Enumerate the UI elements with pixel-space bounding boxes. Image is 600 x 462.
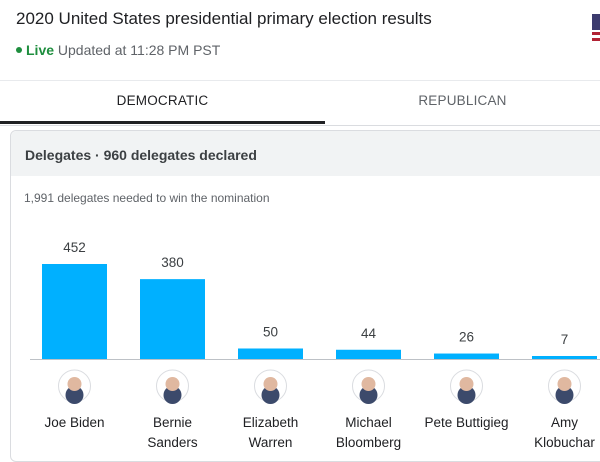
bar[interactable] [532,356,597,359]
avatar-elizabeth-warren-face [263,377,278,391]
avatar-bernie-sanders-shoulders [163,386,182,404]
live-status: Live Updated at 11:28 PM PST [16,42,220,58]
avatar-bernie-sanders-face [165,377,180,391]
candidate-name: Amy [551,415,578,430]
page-title: 2020 United States presidential primary … [16,9,432,28]
tab-republican[interactable]: REPUBLICAN [418,93,507,108]
avatar-elizabeth-warren-shoulders [261,386,280,404]
panel-header: Delegates · 960 delegates declared [11,131,600,176]
panel-title: Delegates · 960 delegates declared [25,147,257,163]
candidate-name: Bloomberg [336,435,401,450]
candidate-name: Elizabeth [243,415,299,430]
data-label: 44 [361,326,377,341]
tab-democratic[interactable]: DEMOCRATIC [116,93,209,108]
candidate-name: Bernie [153,415,192,430]
avatar-joe-biden-face [67,377,82,391]
data-label: 380 [161,255,184,270]
bar[interactable] [434,353,499,359]
live-label: Live [26,42,55,58]
bar[interactable] [42,264,107,359]
candidate-name: Klobuchar [534,435,595,450]
avatar-amy-klobuchar-shoulders [555,386,574,404]
header: 2020 United States presidential primary … [0,0,600,80]
candidate-name: Pete Buttigieg [424,415,508,430]
candidate-name: Sanders [147,435,198,450]
party-tabs: DEMOCRATIC REPUBLICAN [0,80,600,126]
avatar-amy-klobuchar-face [557,377,572,391]
selected-tab-indicator [0,121,325,124]
avatar-pete-buttigieg-shoulders [457,386,476,404]
candidate-name: Warren [249,435,293,450]
candidate-name: Joe Biden [44,415,104,430]
live-dot-icon [16,47,22,54]
candidate-name: Michael [345,415,392,430]
avatar-joe-biden-shoulders [65,386,84,404]
data-label: 452 [63,240,86,255]
delegates-panel: Delegates · 960 delegates declared [10,130,600,462]
avatar-pete-buttigieg-face [459,377,474,391]
avatar-michael-bloomberg-shoulders [359,386,378,404]
updated-time: Updated at 11:28 PM PST [57,42,221,58]
bar[interactable] [238,348,303,359]
data-label: 50 [263,324,278,339]
bar[interactable] [336,349,401,359]
bar[interactable] [140,279,205,359]
data-label: 26 [459,330,474,345]
avatar-michael-bloomberg-face [361,377,376,391]
us-flag-icon [592,14,600,44]
data-label: 7 [561,332,569,347]
delegates-needed-note: 1,991 delegates needed to win the nomina… [24,191,270,205]
